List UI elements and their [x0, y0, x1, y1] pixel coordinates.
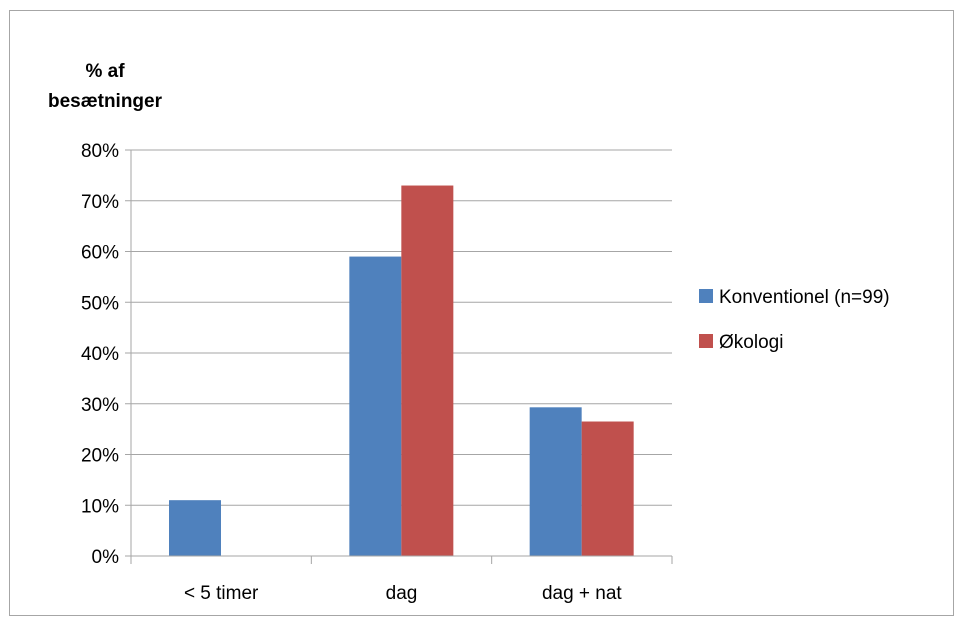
bars: [169, 185, 634, 556]
y-axis-title-line-2: besætninger: [48, 91, 163, 112]
y-tick-label: 70%: [81, 192, 119, 213]
x-axis-ticks: < 5 timer dag dag + nat: [130, 556, 673, 604]
y-tick-label: 80%: [81, 141, 119, 162]
legend-swatch: [699, 334, 713, 348]
y-axis-title-line-1: % af: [85, 61, 125, 82]
bar: [401, 185, 454, 556]
y-tick-label: 20%: [81, 446, 119, 467]
legend: Konventionel (n=99) Økologi: [699, 287, 890, 353]
bar: [529, 407, 582, 556]
y-tick-label: 10%: [81, 496, 119, 517]
legend-label: Konventionel (n=99): [719, 287, 890, 308]
bar: [349, 256, 402, 556]
bar: [581, 421, 634, 556]
y-tick-label: 40%: [81, 344, 119, 365]
axes: [130, 150, 672, 557]
bar: [169, 500, 221, 556]
y-tick-label: 50%: [81, 293, 119, 314]
x-tick-label: dag: [386, 583, 418, 604]
y-tick-label: 0%: [92, 547, 120, 568]
x-tick-label: < 5 timer: [184, 583, 259, 604]
legend-swatch: [699, 289, 713, 303]
x-tick-label: dag + nat: [542, 583, 622, 604]
y-axis-ticks: 0% 10% 20% 30% 40% 50% 60% 70% 80%: [81, 141, 131, 568]
y-tick-label: 60%: [81, 243, 119, 264]
legend-label: Økologi: [719, 332, 783, 353]
chart-frame: [9, 10, 954, 616]
y-tick-label: 30%: [81, 395, 119, 416]
